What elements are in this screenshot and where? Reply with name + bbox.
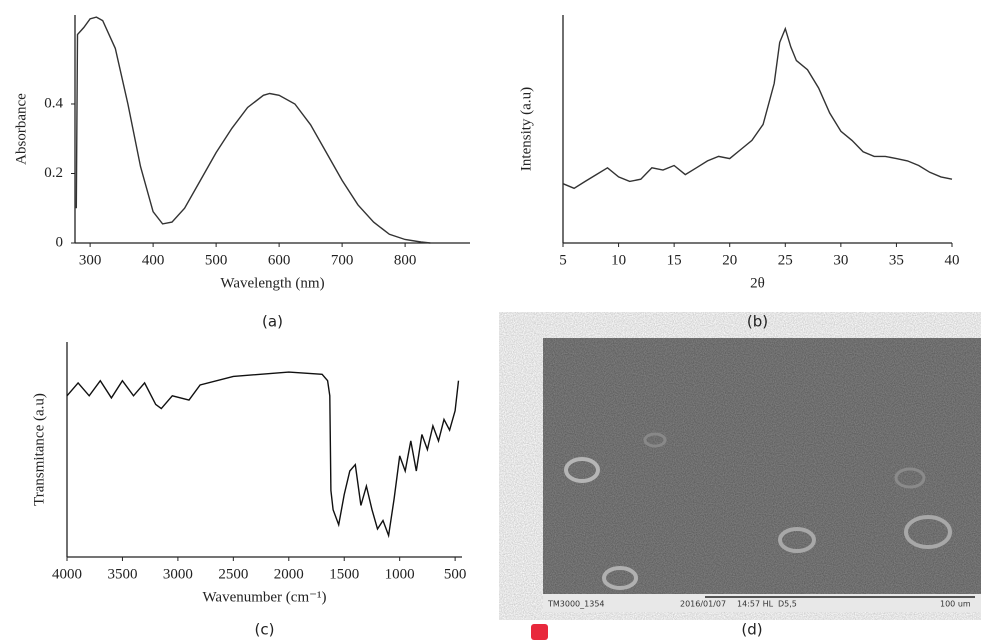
data-line <box>562 26 953 190</box>
x-axis-label: Wavelength (nm) <box>220 275 324 291</box>
x-tick-label: 5 <box>559 252 567 268</box>
x-tick-label: 3500 <box>107 566 137 582</box>
x-tick-label: 3000 <box>163 566 193 582</box>
sem-footer-text: 2016/01/07 <box>680 600 726 609</box>
y-axis-label: Absorbance <box>13 93 29 165</box>
x-tick-label: 800 <box>394 252 417 268</box>
x-tick-label: 2500 <box>218 566 248 582</box>
x-tick-label: 40 <box>945 252 960 268</box>
x-tick-label: 15 <box>667 252 682 268</box>
x-axis-label: 2θ <box>750 275 765 291</box>
x-tick-label: 400 <box>142 252 165 268</box>
x-tick-label: 1000 <box>385 566 415 582</box>
data-line <box>75 16 431 244</box>
panel-caption: (a) <box>262 313 283 331</box>
data-line <box>66 371 460 539</box>
marker <box>531 624 548 640</box>
x-tick-label: 300 <box>79 252 102 268</box>
x-tick-label: 500 <box>444 566 467 582</box>
x-tick-label: 600 <box>268 252 291 268</box>
x-tick-label: 25 <box>778 252 793 268</box>
x-tick-label: 35 <box>889 252 904 268</box>
x-tick-label: 1500 <box>329 566 359 582</box>
y-tick-label: 0 <box>56 234 64 250</box>
sem-image <box>543 338 981 612</box>
panel-caption: (d) <box>741 621 762 639</box>
y-tick-label: 0.4 <box>44 95 63 111</box>
x-tick-label: 500 <box>205 252 228 268</box>
sem-footer-text: 14:57 HL <box>737 600 774 609</box>
x-axis-label: Wavenumber (cm⁻¹) <box>202 589 326 605</box>
y-axis-label: Intensity (a.u) <box>518 87 534 171</box>
y-axis-label: Transmitance (a.u) <box>31 393 47 506</box>
sem-footer-text: 100 um <box>940 600 971 609</box>
x-tick-label: 2000 <box>274 566 304 582</box>
x-tick-label: 10 <box>611 252 626 268</box>
x-tick-label: 700 <box>331 252 354 268</box>
panel-caption: (b) <box>747 313 768 331</box>
y-tick-label: 0.2 <box>44 165 63 181</box>
panel-caption: (c) <box>255 621 275 639</box>
x-tick-label: 4000 <box>52 566 82 582</box>
sem-footer-text: TM3000_1354 <box>547 600 605 609</box>
x-tick-label: 20 <box>722 252 737 268</box>
x-tick-label: 30 <box>833 252 848 268</box>
sem-footer-text: D5,5 <box>778 600 797 609</box>
